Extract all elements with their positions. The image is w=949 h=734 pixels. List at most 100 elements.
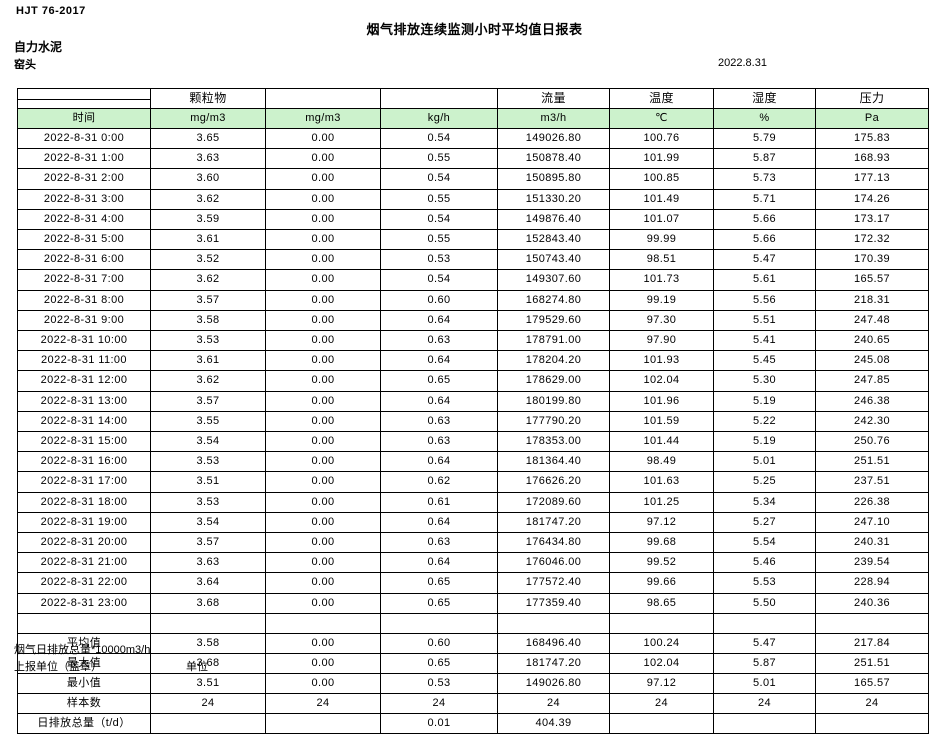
data-cell: 240.65	[815, 330, 929, 352]
data-cell: 0.00	[265, 148, 381, 170]
data-cell: 5.47	[713, 632, 816, 654]
data-cell: 0.63	[380, 330, 498, 352]
row-label-cell: 2022-8-31 1:00	[17, 148, 151, 170]
data-cell: 228.94	[815, 572, 929, 594]
table-row: 2022-8-31 1:00 3.63 0.00 0.55 150878.40 101.9…	[17, 148, 929, 170]
data-cell: 5.50	[713, 592, 816, 614]
site-name: 窑头	[14, 59, 36, 71]
data-cell: 101.96	[609, 390, 714, 412]
data-cell: 239.54	[815, 552, 929, 574]
data-cell: 3.63	[150, 148, 266, 170]
table-row: 2022-8-31 18:00 3.53 0.00 0.61 172089.60 101.…	[17, 491, 929, 513]
data-cell: 5.61	[713, 269, 816, 291]
table-row: 2022-8-31 13:00 3.57 0.00 0.64 180199.80 101.…	[17, 390, 929, 412]
table-row: 2022-8-31 7:00 3.62 0.00 0.54 149307.60 101.7…	[17, 269, 929, 291]
data-cell: 0.00	[265, 451, 381, 473]
data-cell: 3.54	[150, 431, 266, 453]
data-cell: 172089.60	[497, 491, 610, 513]
table-row: 2022-8-31 19:00 3.54 0.00 0.64 181747.20 97.1…	[17, 511, 929, 534]
data-cell: 5.30	[713, 370, 816, 392]
row-label-cell: 2022-8-31 9:00	[17, 309, 151, 332]
row-label-cell: 2022-8-31 7:00	[17, 269, 151, 291]
data-cell: 3.54	[150, 511, 266, 534]
data-cell: 0.64	[380, 309, 498, 332]
data-cell: 177.13	[815, 168, 929, 190]
data-cell: 5.71	[713, 188, 816, 210]
data-cell: 250.76	[815, 431, 929, 453]
data-cell: 168.93	[815, 148, 929, 170]
table-row: 2022-8-31 12:00 3.62 0.00 0.65 178629.00 102.…	[17, 370, 929, 392]
data-cell: 3.58	[150, 309, 266, 332]
data-cell: 151330.20	[497, 188, 610, 210]
summary-row: 最大值 3.68 0.00 0.65 181747.20 102.04 5.87 251.51	[17, 652, 929, 674]
data-cell: 101.44	[609, 431, 714, 453]
row-label-cell: 2022-8-31 13:00	[17, 390, 151, 412]
table-body: 2022-8-31 0:00 3.65 0.00 0.54 149026.80 100.7…	[17, 127, 929, 734]
data-cell: 0.62	[380, 471, 498, 493]
data-cell: 150895.80	[497, 168, 610, 190]
data-cell	[380, 612, 498, 634]
row-label-cell: 2022-8-31 23:00	[17, 592, 151, 614]
data-cell: 217.84	[815, 632, 929, 654]
summary-row: 日排放总量（t/d） 0.01 404.39	[17, 712, 929, 734]
data-cell: 5.27	[713, 511, 816, 534]
data-cell: 99.52	[609, 552, 714, 574]
data-cell	[609, 612, 714, 634]
data-cell: 99.66	[609, 572, 714, 594]
data-cell: 0.00	[265, 532, 381, 554]
unit-header-row: 时间 mg/m3 mg/m3 kg/h m3/h ℃ % Pa	[17, 108, 929, 129]
header-divider	[18, 98, 150, 100]
data-cell: 5.87	[713, 652, 816, 674]
data-cell: 404.39	[497, 712, 610, 734]
data-cell: 3.62	[150, 188, 266, 210]
data-cell	[713, 712, 816, 734]
data-cell	[713, 612, 816, 634]
data-cell: 3.51	[150, 471, 266, 493]
row-label-cell	[17, 612, 151, 634]
data-cell: 176046.00	[497, 552, 610, 574]
data-cell: 168496.40	[497, 632, 610, 654]
data-cell: 149026.80	[497, 127, 610, 150]
data-cell: 102.04	[609, 370, 714, 392]
row-label-cell: 日排放总量（t/d）	[17, 712, 151, 734]
data-cell: 0.53	[380, 672, 498, 694]
data-cell: 0.00	[265, 269, 381, 291]
data-cell: 0.00	[265, 572, 381, 594]
summary-row: 样本数 24 24 24 24 24 24 24	[17, 692, 929, 714]
data-cell: 240.36	[815, 592, 929, 614]
table-row: 2022-8-31 2:00 3.60 0.00 0.54 150895.80 100.8…	[17, 168, 929, 190]
data-cell: 165.57	[815, 269, 929, 291]
data-cell: 101.07	[609, 208, 714, 231]
row-label-cell: 2022-8-31 18:00	[17, 491, 151, 513]
data-cell: 24	[150, 692, 266, 714]
table-row: 2022-8-31 9:00 3.58 0.00 0.64 179529.60 97.30…	[17, 309, 929, 332]
row-label-cell: 2022-8-31 17:00	[17, 471, 151, 493]
data-cell: 5.22	[713, 410, 816, 433]
data-cell: 101.63	[609, 471, 714, 493]
data-cell	[497, 612, 610, 634]
data-cell: 226.38	[815, 491, 929, 513]
data-cell: 246.38	[815, 390, 929, 412]
group-header-cell-temperature: 温度	[609, 88, 714, 109]
data-cell: 97.12	[609, 511, 714, 534]
row-label-cell: 样本数	[17, 692, 151, 714]
data-cell: 99.99	[609, 229, 714, 251]
table-row: 2022-8-31 11:00 3.61 0.00 0.64 178204.20 101.…	[17, 350, 929, 372]
data-cell: 245.08	[815, 350, 929, 372]
row-label-cell: 2022-8-31 15:00	[17, 431, 151, 453]
data-cell: 0.64	[380, 390, 498, 412]
data-cell: 3.64	[150, 572, 266, 594]
data-cell: 3.57	[150, 390, 266, 412]
data-cell: 0.65	[380, 370, 498, 392]
page-title: 烟气排放连续监测小时平均值日报表	[366, 22, 583, 37]
data-cell: 24	[815, 692, 929, 714]
data-cell: 0.64	[380, 511, 498, 534]
data-cell: 5.45	[713, 350, 816, 372]
data-cell: 3.68	[150, 592, 266, 614]
group-header-cell-pressure: 压力	[815, 88, 929, 109]
data-cell: 0.63	[380, 431, 498, 453]
data-cell: 101.93	[609, 350, 714, 372]
data-cell: 101.99	[609, 148, 714, 170]
data-cell: 24	[609, 692, 714, 714]
data-cell: 0.00	[265, 592, 381, 614]
